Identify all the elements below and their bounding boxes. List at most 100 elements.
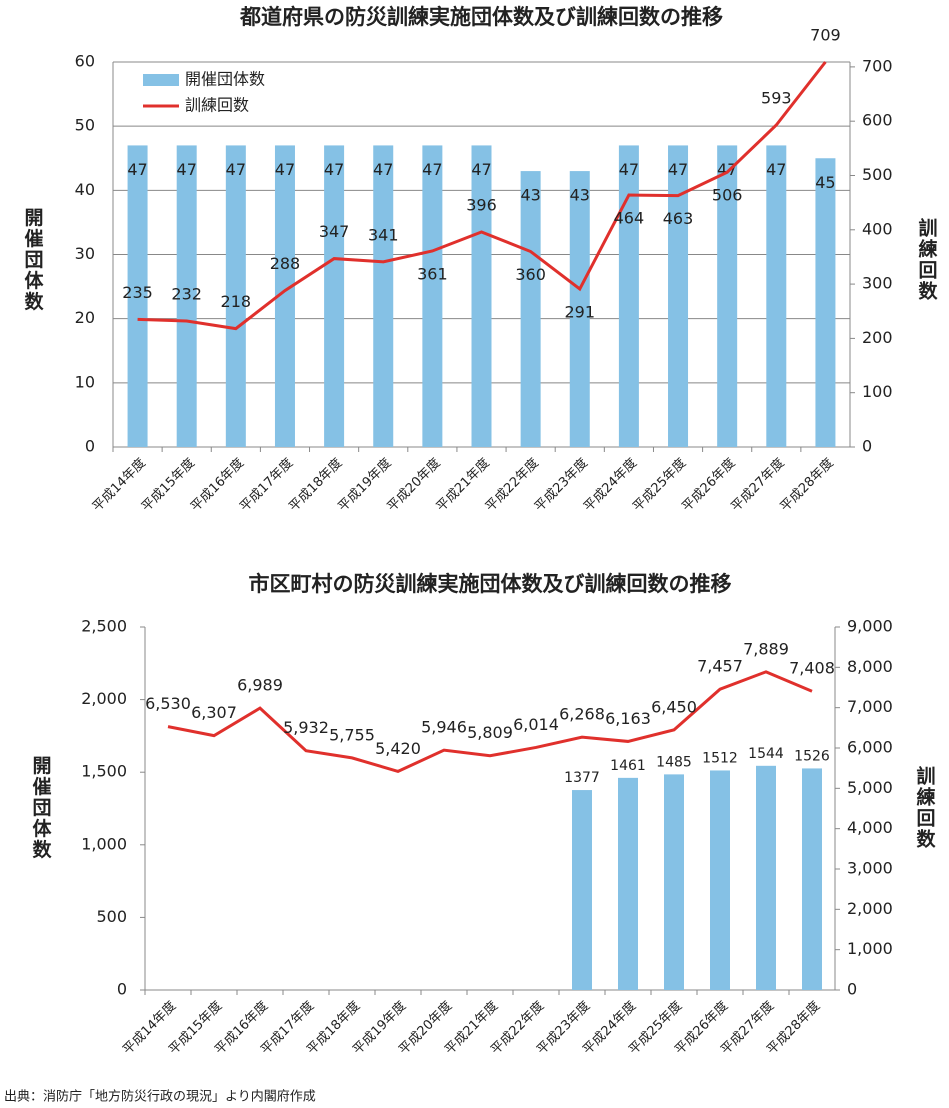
line-value-label: 6,163 xyxy=(605,709,651,728)
bar-value-label: 47 xyxy=(127,160,147,179)
bar xyxy=(815,158,836,447)
line-value-label: 6,268 xyxy=(559,705,605,724)
bar xyxy=(274,145,295,447)
line-value-label: 5,755 xyxy=(329,725,375,744)
bar-value-label: 47 xyxy=(226,160,246,179)
bar-value-label: 1512 xyxy=(702,750,738,766)
y-tick-label: 30 xyxy=(75,244,95,263)
y-tick-label: 2,500 xyxy=(81,617,127,636)
bar-value-label: 47 xyxy=(324,160,344,179)
bar-value-label: 43 xyxy=(570,186,590,205)
bar xyxy=(710,770,730,990)
bar-value-label: 47 xyxy=(619,160,639,179)
bar xyxy=(225,145,246,447)
y-tick-label: 1,000 xyxy=(81,834,127,853)
line-value-label: 5,946 xyxy=(421,718,467,737)
y-tick-label: 20 xyxy=(75,308,95,327)
y-tick-label: 0 xyxy=(85,437,95,456)
y2-tick-label: 6,000 xyxy=(847,738,893,757)
line-value-label: 6,989 xyxy=(237,676,283,695)
line-value-label: 341 xyxy=(368,225,399,244)
bar xyxy=(520,171,541,448)
line-value-label: 5,809 xyxy=(467,723,513,742)
bar xyxy=(569,171,590,448)
line-value-label: 709 xyxy=(810,26,841,45)
bar xyxy=(618,777,638,990)
bar xyxy=(471,145,492,447)
y2-tick-label: 0 xyxy=(862,437,872,456)
line-value-label: 288 xyxy=(270,254,301,273)
bar xyxy=(668,145,689,447)
line-value-label: 6,307 xyxy=(191,703,237,722)
line-value-label: 232 xyxy=(171,285,202,304)
chart-title: 都道府県の防災訓練実施団体数及び訓練回数の推移 xyxy=(239,5,723,29)
bar-value-label: 1461 xyxy=(610,758,646,774)
bar xyxy=(618,145,639,447)
line-value-label: 218 xyxy=(221,292,252,311)
y-tick-label: 2,000 xyxy=(81,689,127,708)
y-tick-label: 10 xyxy=(75,372,95,391)
y2-tick-label: 100 xyxy=(862,382,893,401)
line-value-label: 5,420 xyxy=(375,739,421,758)
line-value-label: 593 xyxy=(761,88,792,107)
line-value-label: 7,457 xyxy=(697,657,743,676)
line-series xyxy=(137,61,827,331)
line-value-label: 396 xyxy=(466,195,497,214)
legend-swatch xyxy=(143,74,179,86)
bar xyxy=(373,145,394,447)
y-axis-title: 開催団体数 xyxy=(22,207,44,312)
legend-label: 開催団体数 xyxy=(185,70,265,89)
bar xyxy=(127,145,148,447)
y-tick-label: 0 xyxy=(117,980,127,999)
bar-value-label: 47 xyxy=(668,160,688,179)
bar-value-label: 47 xyxy=(766,160,786,179)
line-value-label: 6,530 xyxy=(145,694,191,713)
line-value-label: 463 xyxy=(663,209,694,228)
line-series xyxy=(167,670,813,773)
bar-value-label: 47 xyxy=(177,160,197,179)
y2-tick-label: 9,000 xyxy=(847,617,893,636)
bar-value-label: 1377 xyxy=(564,770,600,786)
bar-value-label: 1526 xyxy=(794,748,830,764)
line-value-label: 5,932 xyxy=(283,718,329,737)
y2-tick-label: 2,000 xyxy=(847,899,893,918)
line-value-label: 360 xyxy=(515,265,546,284)
y2-tick-label: 5,000 xyxy=(847,778,893,797)
bar-value-label: 1485 xyxy=(656,754,692,770)
line-value-label: 7,408 xyxy=(789,659,835,678)
bar xyxy=(664,774,684,990)
y2-tick-label: 600 xyxy=(862,111,893,130)
y-tick-label: 40 xyxy=(75,180,95,199)
bar-value-label: 1544 xyxy=(748,746,784,762)
line-value-label: 235 xyxy=(122,283,153,302)
source-note: 出典：消防庁「地方防災行政の現況」より内閣府作成 xyxy=(4,1089,316,1105)
legend-label: 訓練回数 xyxy=(185,96,249,115)
y2-tick-label: 300 xyxy=(862,274,893,293)
bar xyxy=(176,145,197,447)
bar-value-label: 43 xyxy=(520,186,540,205)
bar-value-label: 47 xyxy=(471,160,491,179)
y2-tick-label: 3,000 xyxy=(847,859,893,878)
x-tick-label: 平成28年度 xyxy=(777,455,837,515)
line-value-label: 464 xyxy=(614,209,645,228)
y-tick-label: 50 xyxy=(75,116,95,135)
bar xyxy=(324,145,345,447)
y2-tick-label: 8,000 xyxy=(847,657,893,676)
y2-tick-label: 1,000 xyxy=(847,939,893,958)
y-tick-label: 1,500 xyxy=(81,762,127,781)
y2-tick-label: 7,000 xyxy=(847,697,893,716)
bar xyxy=(756,765,776,990)
bar xyxy=(802,768,822,990)
bar xyxy=(572,790,592,990)
y2-tick-label: 200 xyxy=(862,328,893,347)
y-axis-title: 開催団体数 xyxy=(30,755,52,860)
y2-tick-label: 0 xyxy=(847,980,857,999)
y2-tick-label: 700 xyxy=(862,56,893,75)
bar xyxy=(766,145,787,447)
y2-axis-title: 訓練回数 xyxy=(916,217,938,302)
bar xyxy=(717,145,738,447)
chart-title: 市区町村の防災訓練実施団体数及び訓練回数の推移 xyxy=(249,572,732,596)
bar-value-label: 47 xyxy=(275,160,295,179)
y2-axis-title: 訓練回数 xyxy=(914,765,936,850)
